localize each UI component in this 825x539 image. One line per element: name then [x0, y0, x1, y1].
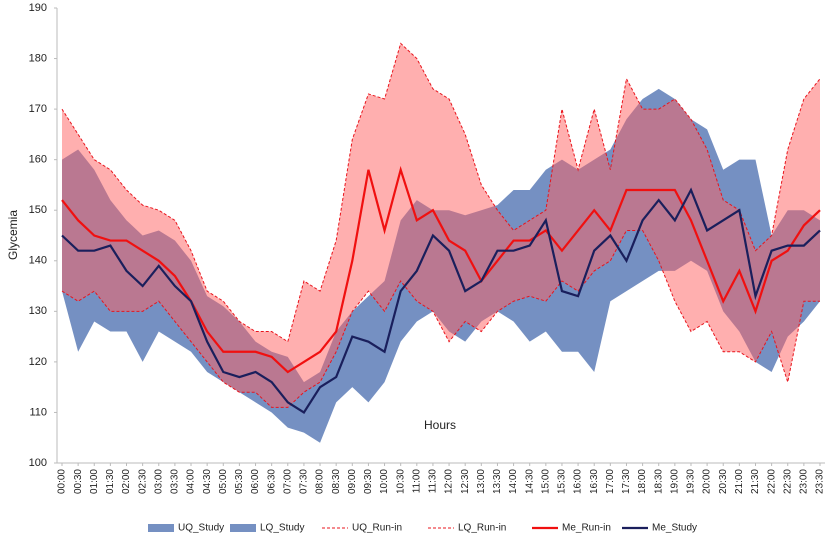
legend-swatch	[148, 524, 174, 532]
x-tick-label: 17:00	[605, 469, 616, 494]
x-tick-label: 21:00	[734, 469, 745, 494]
x-tick-label: 15:00	[540, 469, 551, 494]
y-tick-label: 140	[29, 255, 47, 267]
x-tick-label: 20:00	[702, 469, 713, 494]
x-tick-label: 03:00	[153, 469, 164, 494]
x-tick-label: 18:00	[637, 469, 648, 494]
x-tick-label: 19:30	[686, 469, 697, 494]
x-tick-label: 15:30	[557, 469, 568, 494]
x-tick-label: 12:30	[460, 469, 471, 494]
series-line	[61, 229, 820, 408]
x-tick-label: 21:30	[750, 469, 761, 494]
x-tick-label: 08:00	[315, 469, 326, 494]
x-tick-label: 04:30	[202, 469, 213, 494]
x-tick-label: 22:00	[766, 469, 777, 494]
legend-label: Me_Run-in	[562, 523, 611, 534]
y-tick-label: 130	[29, 305, 47, 317]
x-tick-label: 09:00	[347, 469, 358, 494]
x-tick-label: 20:30	[718, 469, 729, 494]
x-tick-label: 18:30	[653, 469, 664, 494]
x-tick-label: 05:00	[218, 469, 229, 494]
x-tick-label: 01:30	[105, 469, 116, 494]
y-tick-label: 150	[29, 204, 47, 216]
x-tick-label: 07:00	[282, 469, 293, 494]
x-tick-label: 03:30	[170, 469, 181, 494]
series-line	[61, 187, 821, 414]
legend-label: LQ_Study	[260, 523, 304, 534]
y-tick-label: 180	[29, 52, 47, 64]
x-tick-label: 02:00	[121, 469, 132, 494]
x-tick-label: 22:30	[782, 469, 793, 494]
y-tick-label: 110	[29, 406, 47, 418]
x-tick-label: 04:00	[186, 469, 197, 494]
x-tick-label: 02:30	[137, 469, 148, 494]
x-tick-label: 14:30	[524, 469, 535, 494]
x-tick-label: 11:30	[428, 469, 439, 494]
x-tick-label: 01:00	[89, 469, 100, 494]
legend-label: Me_Study	[652, 523, 697, 534]
x-tick-label: 07:30	[299, 469, 310, 494]
y-axis-label: Glycemia	[6, 210, 20, 260]
legend-swatch	[230, 524, 256, 532]
x-tick-label: 06:00	[250, 469, 261, 494]
x-tick-label: 23:00	[799, 469, 810, 494]
legend-label: LQ_Run-in	[458, 523, 506, 534]
x-tick-label: 06:30	[266, 469, 277, 494]
series-line	[61, 42, 821, 343]
x-tick-label: 00:30	[73, 469, 84, 494]
y-tick-label: 100	[29, 457, 47, 469]
y-tick-label: 120	[29, 356, 47, 368]
x-tick-label: 09:30	[363, 469, 374, 494]
x-tick-label: 05:30	[234, 469, 245, 494]
x-tick-label: 19:00	[669, 469, 680, 494]
x-tick-label: 13:30	[492, 469, 503, 494]
legend-label: UQ_Study	[178, 523, 224, 534]
legend-label: UQ_Run-in	[352, 523, 402, 534]
y-tick-label: 190	[29, 2, 47, 14]
y-tick-label: 160	[29, 154, 47, 166]
x-tick-label: 12:00	[444, 469, 455, 494]
x-tick-label: 08:30	[331, 469, 342, 494]
x-tick-label: 11:00	[411, 469, 422, 494]
x-tick-label: 00:00	[57, 469, 68, 494]
y-tick-label: 170	[29, 103, 47, 115]
x-tick-label: 10:30	[395, 469, 406, 494]
x-tick-label: 10:00	[379, 469, 390, 494]
x-tick-label: 14:00	[508, 469, 519, 494]
series-line	[61, 165, 821, 374]
x-tick-label: 17:30	[621, 469, 632, 494]
x-axis-label: Hours	[424, 418, 456, 432]
x-tick-label: 23:30	[815, 469, 825, 494]
x-tick-label: 13:00	[476, 469, 487, 494]
x-tick-label: 16:30	[589, 469, 600, 494]
x-tick-label: 16:00	[573, 469, 584, 494]
